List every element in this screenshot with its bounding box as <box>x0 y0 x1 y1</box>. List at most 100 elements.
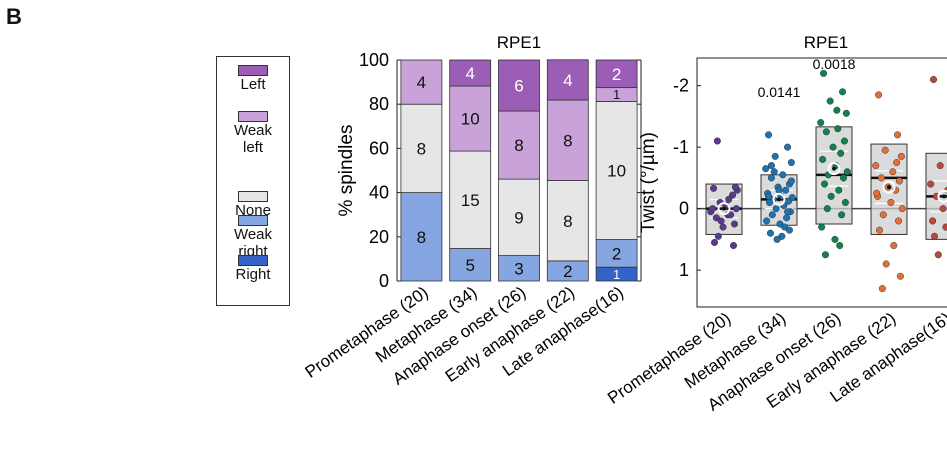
scatter-point <box>719 223 727 231</box>
bar-count-label: 9 <box>514 208 523 227</box>
bar-count-label: 1 <box>613 87 620 102</box>
scatter-point <box>893 159 901 167</box>
scatter-point <box>897 152 905 160</box>
scatter-point <box>939 205 947 213</box>
scatter-point <box>770 168 778 176</box>
p-value-annotation: 0.0141 <box>758 84 801 100</box>
scatter-point <box>931 232 939 240</box>
scatter-point <box>783 214 791 222</box>
scatter-point <box>785 226 793 234</box>
scatter-point <box>821 251 829 259</box>
bar-y-tick-label: 100 <box>359 50 389 70</box>
scatter-point <box>831 235 839 243</box>
bar-count-label: 2 <box>563 262 572 281</box>
bar-y-tick-label: 60 <box>369 138 389 158</box>
scatter-mean-dot <box>887 185 891 190</box>
scatter-point <box>775 186 783 194</box>
scatter-point <box>929 217 937 225</box>
bar-segment-weak-right <box>449 248 492 282</box>
scatter-point <box>890 242 898 250</box>
bar-count-label: 1 <box>613 267 620 282</box>
scatter-point <box>762 165 770 173</box>
scatter-point <box>713 137 721 145</box>
legend-item-left: Left <box>217 65 289 93</box>
scatter-point <box>837 149 845 157</box>
scatter-point <box>826 97 834 105</box>
bar-count-label: 8 <box>563 212 572 231</box>
scatter-point <box>872 162 880 170</box>
bar-count-label: 5 <box>465 256 474 275</box>
bar-count-label: 4 <box>465 64 474 83</box>
scatter-point <box>840 174 848 182</box>
scatter-point <box>787 159 795 167</box>
scatter-point <box>711 238 719 246</box>
scatter-point <box>834 125 842 133</box>
legend-label: Weak left <box>233 122 273 156</box>
scatter-point <box>818 223 826 231</box>
scatter-y-tick-label: -2 <box>673 76 689 96</box>
scatter-point <box>714 232 722 240</box>
scatter-mean-dot <box>942 194 946 199</box>
bar-y-axis-label: % spindles <box>336 125 357 217</box>
scatter-point <box>936 162 944 170</box>
scatter-y-axis-label: Twist (°/µm) <box>638 132 659 233</box>
scatter-point <box>835 186 843 194</box>
scatter-point <box>779 171 787 179</box>
scatter-plot-frame <box>696 57 947 308</box>
bar-count-label: 8 <box>563 131 572 150</box>
bar-y-tick-label: 40 <box>369 183 389 203</box>
legend: Left Weak left None Weak right Right <box>216 56 290 306</box>
scatter-point <box>768 211 776 219</box>
scatter-point <box>882 260 890 268</box>
bar-count-label: 8 <box>514 136 523 155</box>
p-value-annotation: 0.0018 <box>813 56 856 72</box>
bar-y-tick-label: 0 <box>379 271 389 291</box>
scatter-point <box>782 186 790 194</box>
scatter-y-tick-label: -1 <box>673 137 689 157</box>
scatter-point <box>766 198 774 206</box>
scatter-point <box>763 217 771 225</box>
bar-count-label: 2 <box>612 244 621 263</box>
scatter-point <box>817 119 825 127</box>
scatter-point <box>895 177 903 185</box>
scatter-point <box>730 220 738 228</box>
scatter-point <box>731 183 739 191</box>
bar-segment-weak-right <box>498 255 540 282</box>
scatter-point <box>889 168 897 176</box>
scatter-mean-dot <box>777 197 781 202</box>
scatter-mean-dot <box>832 166 836 171</box>
bar-segment-left <box>498 59 540 112</box>
scatter-point <box>934 251 942 259</box>
scatter-point <box>841 198 849 206</box>
scatter-point <box>784 143 792 151</box>
scatter-point <box>771 152 779 160</box>
scatter-point <box>765 192 773 200</box>
scatter-point <box>827 192 835 200</box>
legend-swatch <box>238 191 268 202</box>
scatter-point <box>876 226 884 234</box>
scatter-point <box>787 177 795 185</box>
scatter-point <box>836 242 844 250</box>
scatter-point <box>881 146 889 154</box>
bar-chart-title: RPE1 <box>497 33 541 52</box>
scatter-point <box>896 272 904 280</box>
scatter-mean-marker <box>827 162 841 176</box>
scatter-point <box>873 189 881 197</box>
scatter-point <box>819 155 827 163</box>
scatter-point <box>887 198 895 206</box>
legend-swatch <box>238 65 268 76</box>
bar-segment-none <box>595 101 638 240</box>
legend-item-none: None <box>217 191 289 219</box>
bar-count-label: 10 <box>607 162 626 181</box>
bar-segment-none <box>400 103 443 193</box>
bar-segment-none <box>449 150 492 249</box>
bar-count-label: 8 <box>417 228 426 247</box>
bar-segment-left <box>546 59 589 101</box>
scatter-point <box>709 205 717 213</box>
bar-segment-none <box>498 178 540 256</box>
bar-count-label: 15 <box>461 191 480 210</box>
scatter-mean-dot <box>722 206 726 211</box>
scatter-point <box>877 174 885 182</box>
legend-swatch <box>238 215 268 226</box>
